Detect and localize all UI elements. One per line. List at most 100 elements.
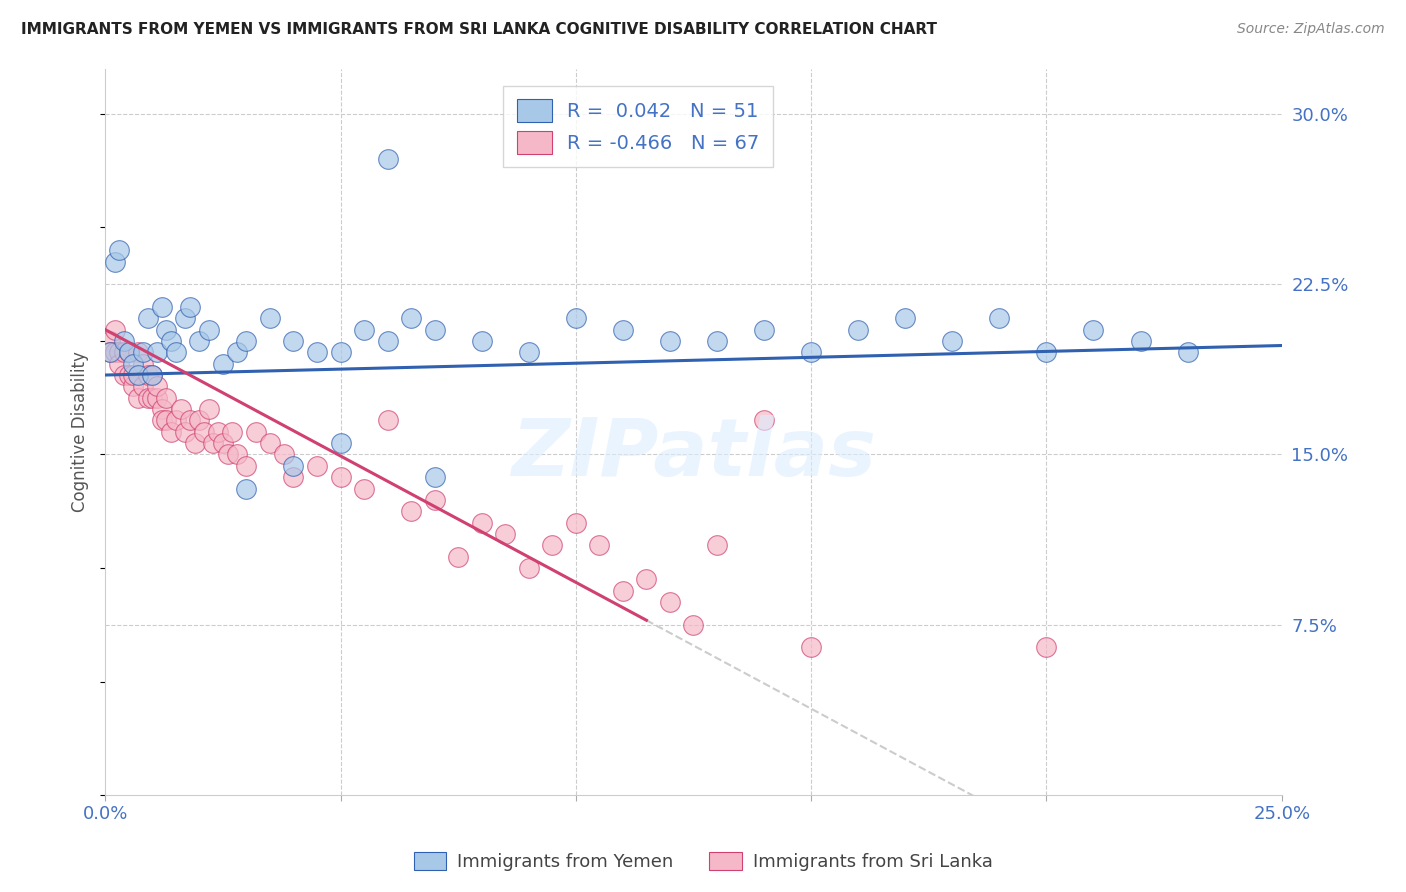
Point — [658, 334, 681, 348]
Point — [104, 254, 127, 268]
Point — [136, 311, 159, 326]
Point — [155, 323, 177, 337]
Point — [221, 425, 243, 439]
Point — [565, 516, 588, 530]
Point — [174, 311, 197, 326]
Point — [283, 334, 305, 348]
Point — [118, 368, 141, 382]
Point — [150, 402, 173, 417]
Point — [104, 345, 127, 359]
Point — [235, 334, 257, 348]
Point — [112, 368, 135, 382]
Point — [800, 345, 823, 359]
Point — [471, 334, 494, 348]
Point — [179, 300, 201, 314]
Point — [682, 617, 704, 632]
Point — [353, 323, 375, 337]
Point — [179, 413, 201, 427]
Point — [132, 357, 155, 371]
Point — [132, 379, 155, 393]
Point — [235, 482, 257, 496]
Point — [118, 345, 141, 359]
Point — [183, 436, 205, 450]
Legend: Immigrants from Yemen, Immigrants from Sri Lanka: Immigrants from Yemen, Immigrants from S… — [406, 845, 1000, 879]
Point — [517, 345, 540, 359]
Point — [127, 391, 149, 405]
Point — [752, 413, 775, 427]
Point — [1129, 334, 1152, 348]
Point — [245, 425, 267, 439]
Point — [658, 595, 681, 609]
Point — [399, 504, 422, 518]
Point — [165, 413, 187, 427]
Point — [283, 458, 305, 473]
Point — [752, 323, 775, 337]
Point — [112, 334, 135, 348]
Point — [565, 311, 588, 326]
Point — [283, 470, 305, 484]
Point — [197, 323, 219, 337]
Point — [217, 448, 239, 462]
Point — [98, 334, 121, 348]
Text: IMMIGRANTS FROM YEMEN VS IMMIGRANTS FROM SRI LANKA COGNITIVE DISABILITY CORRELAT: IMMIGRANTS FROM YEMEN VS IMMIGRANTS FROM… — [21, 22, 936, 37]
Point — [98, 345, 121, 359]
Point — [941, 334, 963, 348]
Point — [259, 436, 281, 450]
Point — [188, 334, 211, 348]
Point — [1035, 640, 1057, 655]
Point — [150, 413, 173, 427]
Point — [150, 300, 173, 314]
Point — [1035, 345, 1057, 359]
Legend: R =  0.042   N = 51, R = -0.466   N = 67: R = 0.042 N = 51, R = -0.466 N = 67 — [503, 86, 773, 168]
Point — [122, 357, 145, 371]
Point — [118, 345, 141, 359]
Point — [146, 391, 169, 405]
Point — [108, 357, 131, 371]
Point — [146, 345, 169, 359]
Point — [235, 458, 257, 473]
Point — [706, 538, 728, 552]
Point — [132, 345, 155, 359]
Point — [226, 345, 249, 359]
Point — [1083, 323, 1105, 337]
Point — [377, 413, 399, 427]
Point — [377, 334, 399, 348]
Point — [174, 425, 197, 439]
Point — [329, 436, 352, 450]
Point — [212, 436, 235, 450]
Point — [636, 573, 658, 587]
Point — [127, 345, 149, 359]
Point — [193, 425, 215, 439]
Point — [612, 323, 634, 337]
Point — [423, 492, 446, 507]
Point — [212, 357, 235, 371]
Point — [305, 345, 328, 359]
Point — [136, 368, 159, 382]
Point — [353, 482, 375, 496]
Point — [988, 311, 1011, 326]
Point — [141, 368, 163, 382]
Point — [108, 243, 131, 257]
Point — [612, 583, 634, 598]
Point — [226, 448, 249, 462]
Point — [1177, 345, 1199, 359]
Point — [305, 458, 328, 473]
Point — [399, 311, 422, 326]
Point — [155, 391, 177, 405]
Point — [136, 391, 159, 405]
Point — [160, 425, 183, 439]
Point — [541, 538, 564, 552]
Point — [112, 345, 135, 359]
Point — [800, 640, 823, 655]
Point — [202, 436, 225, 450]
Point — [141, 391, 163, 405]
Point — [141, 368, 163, 382]
Point — [494, 527, 516, 541]
Point — [188, 413, 211, 427]
Point — [207, 425, 229, 439]
Point — [127, 368, 149, 382]
Point — [329, 345, 352, 359]
Point — [273, 448, 295, 462]
Point — [197, 402, 219, 417]
Point — [98, 345, 121, 359]
